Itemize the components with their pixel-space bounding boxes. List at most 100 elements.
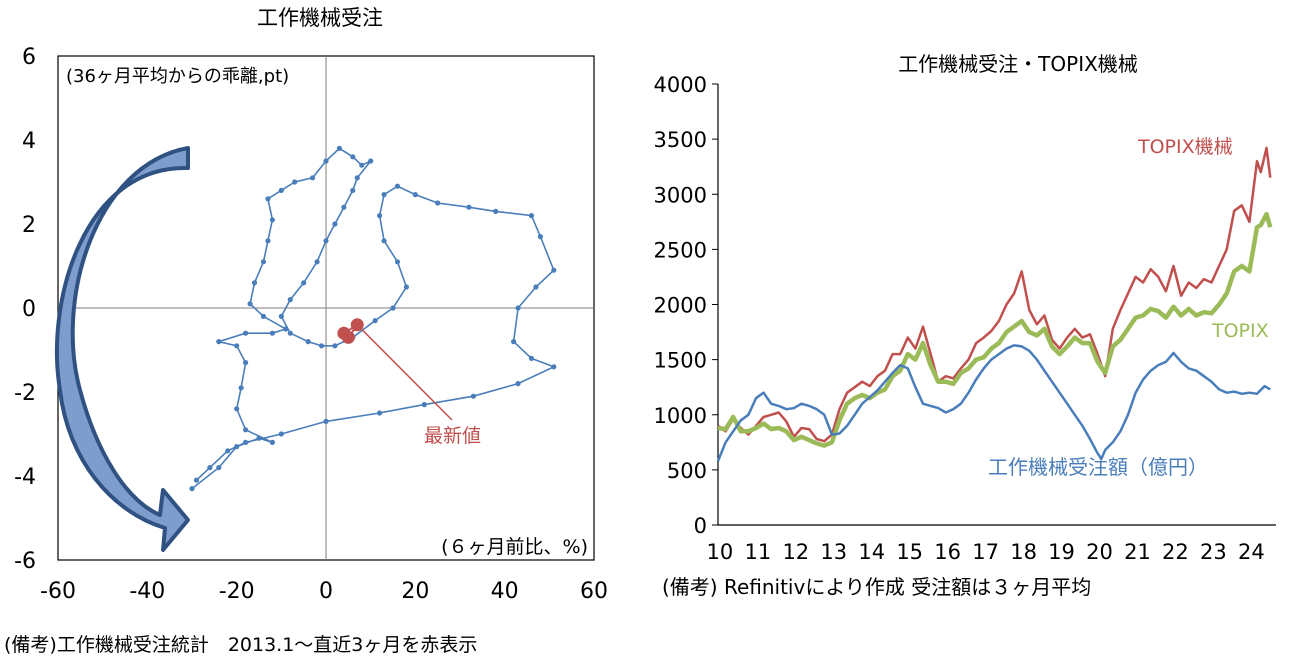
left-series-point — [193, 477, 200, 483]
left-series-point — [260, 259, 267, 265]
left-series-point — [323, 418, 329, 424]
right-y-tick-label: 3000 — [654, 183, 707, 207]
right-x-tick-label: 17 — [972, 540, 999, 564]
right-series-line — [716, 344, 1271, 462]
left-xlabel-note: (６ヶ月前比、%) — [441, 536, 588, 558]
left-series-point — [528, 213, 535, 219]
right-x-tick-label: 21 — [1124, 540, 1151, 564]
right-chart-title: 工作機械受注・TOPIX機械 — [898, 52, 1138, 76]
left-chart-title: 工作機械受注 — [257, 6, 383, 30]
left-series-point — [243, 360, 249, 366]
left-series-point — [403, 284, 409, 290]
left-series-point — [435, 200, 441, 206]
left-series-point — [310, 175, 316, 181]
left-series-point — [551, 267, 557, 273]
right-axes — [712, 83, 1276, 526]
left-x-tick-label: -60 — [40, 579, 76, 604]
right-tick-labels: 4000 3500 3000 2500 2000 1500 1000 500 010 11 12 13… — [654, 73, 1265, 564]
left-series-point — [269, 439, 275, 445]
right-x-tick-label: 15 — [896, 540, 923, 564]
left-series-point — [332, 343, 338, 349]
right-x-tick-label: 18 — [1010, 540, 1037, 564]
left-series-point — [350, 154, 356, 160]
right-x-tick-label: 11 — [744, 540, 771, 564]
left-series-point — [247, 301, 253, 307]
left-source-note: (備考)工作機械受注統計 2013.1～直近3ヶ月を赤表示 — [4, 634, 478, 656]
left-series-point — [278, 431, 284, 437]
left-series-point — [515, 381, 521, 387]
left-series-point — [533, 284, 539, 290]
left-series-point — [256, 435, 262, 441]
left-series-point — [301, 280, 307, 286]
left-series-point — [269, 330, 275, 336]
left-series-point — [323, 238, 329, 244]
left-series-point — [243, 439, 249, 445]
left-series-point — [537, 234, 544, 240]
right-source-note: (備考) Refinitivにより作成 受注額は３ヶ月平均 — [662, 575, 1092, 599]
left-series-point — [314, 259, 320, 265]
right-x-tick-label: 12 — [782, 540, 809, 564]
left-series-point — [216, 465, 222, 471]
left-series-point — [234, 444, 240, 450]
left-series-point — [341, 204, 347, 210]
left-series-point — [412, 192, 418, 198]
left-series-point — [207, 465, 213, 471]
left-series-point — [216, 339, 222, 345]
left-series-point — [470, 393, 476, 399]
latest-label: 最新値 — [424, 425, 481, 447]
right-x-tick-label: 13 — [820, 540, 847, 564]
left-series-point — [318, 343, 325, 349]
series-label-orders: 工作機械受注額（億円） — [988, 455, 1208, 479]
right-y-tick-label: 1000 — [654, 404, 707, 428]
left-series-point — [278, 187, 284, 193]
left-series-point — [225, 448, 231, 454]
left-series-point — [323, 158, 329, 164]
rotation-arrow-icon — [55, 146, 190, 552]
left-series-point — [305, 339, 311, 345]
left-series-point — [251, 280, 258, 286]
right-y-tick-label: 2500 — [654, 238, 707, 262]
left-series-point — [243, 427, 249, 433]
right-x-tick-label: 24 — [1238, 540, 1265, 564]
left-series — [189, 145, 557, 492]
left-series-point — [390, 305, 396, 311]
left-series-point — [354, 175, 360, 181]
series-label-topix-machinery: TOPIX機械 — [1137, 136, 1233, 158]
right-x-tick-label: 23 — [1200, 540, 1227, 564]
left-series-point — [551, 364, 557, 370]
left-series-point — [238, 385, 244, 391]
left-x-tick-label: 60 — [580, 579, 608, 604]
left-series-point — [377, 213, 383, 219]
left-series-point — [265, 238, 271, 244]
left-axes — [58, 56, 594, 560]
left-series-point — [359, 162, 365, 168]
right-y-tick-label: 2000 — [654, 294, 707, 318]
left-series-point — [292, 179, 298, 185]
right-x-tick-label: 19 — [1048, 540, 1075, 564]
left-series-point — [510, 339, 517, 345]
left-series-point — [466, 204, 472, 210]
left-y-tick-label: -2 — [14, 381, 36, 406]
right-series — [716, 146, 1273, 462]
right-series-line — [717, 146, 1272, 443]
right-x-tick-label: 10 — [707, 540, 734, 564]
right-line-chart: 工作機械受注・TOPIX機械 4000 3500 3000 2500 2000 1500 1… — [654, 52, 1276, 564]
left-series-point — [381, 192, 387, 198]
right-y-tick-label: 4000 — [654, 73, 707, 97]
left-y-tick-label: 6 — [22, 45, 36, 70]
latest-points — [337, 318, 453, 421]
left-series-point — [189, 486, 195, 492]
left-x-tick-label: 0 — [319, 579, 333, 604]
left-y-tick-label: 0 — [22, 297, 36, 322]
latest-point — [341, 330, 355, 344]
left-series-point — [243, 330, 249, 336]
right-series-line — [717, 211, 1273, 448]
left-series-point — [234, 406, 240, 412]
left-series-point — [528, 355, 535, 361]
right-x-tick-label: 14 — [858, 540, 885, 564]
left-y-tick-label: 2 — [22, 213, 36, 238]
left-series-point — [377, 410, 383, 416]
left-series-point — [336, 145, 342, 151]
